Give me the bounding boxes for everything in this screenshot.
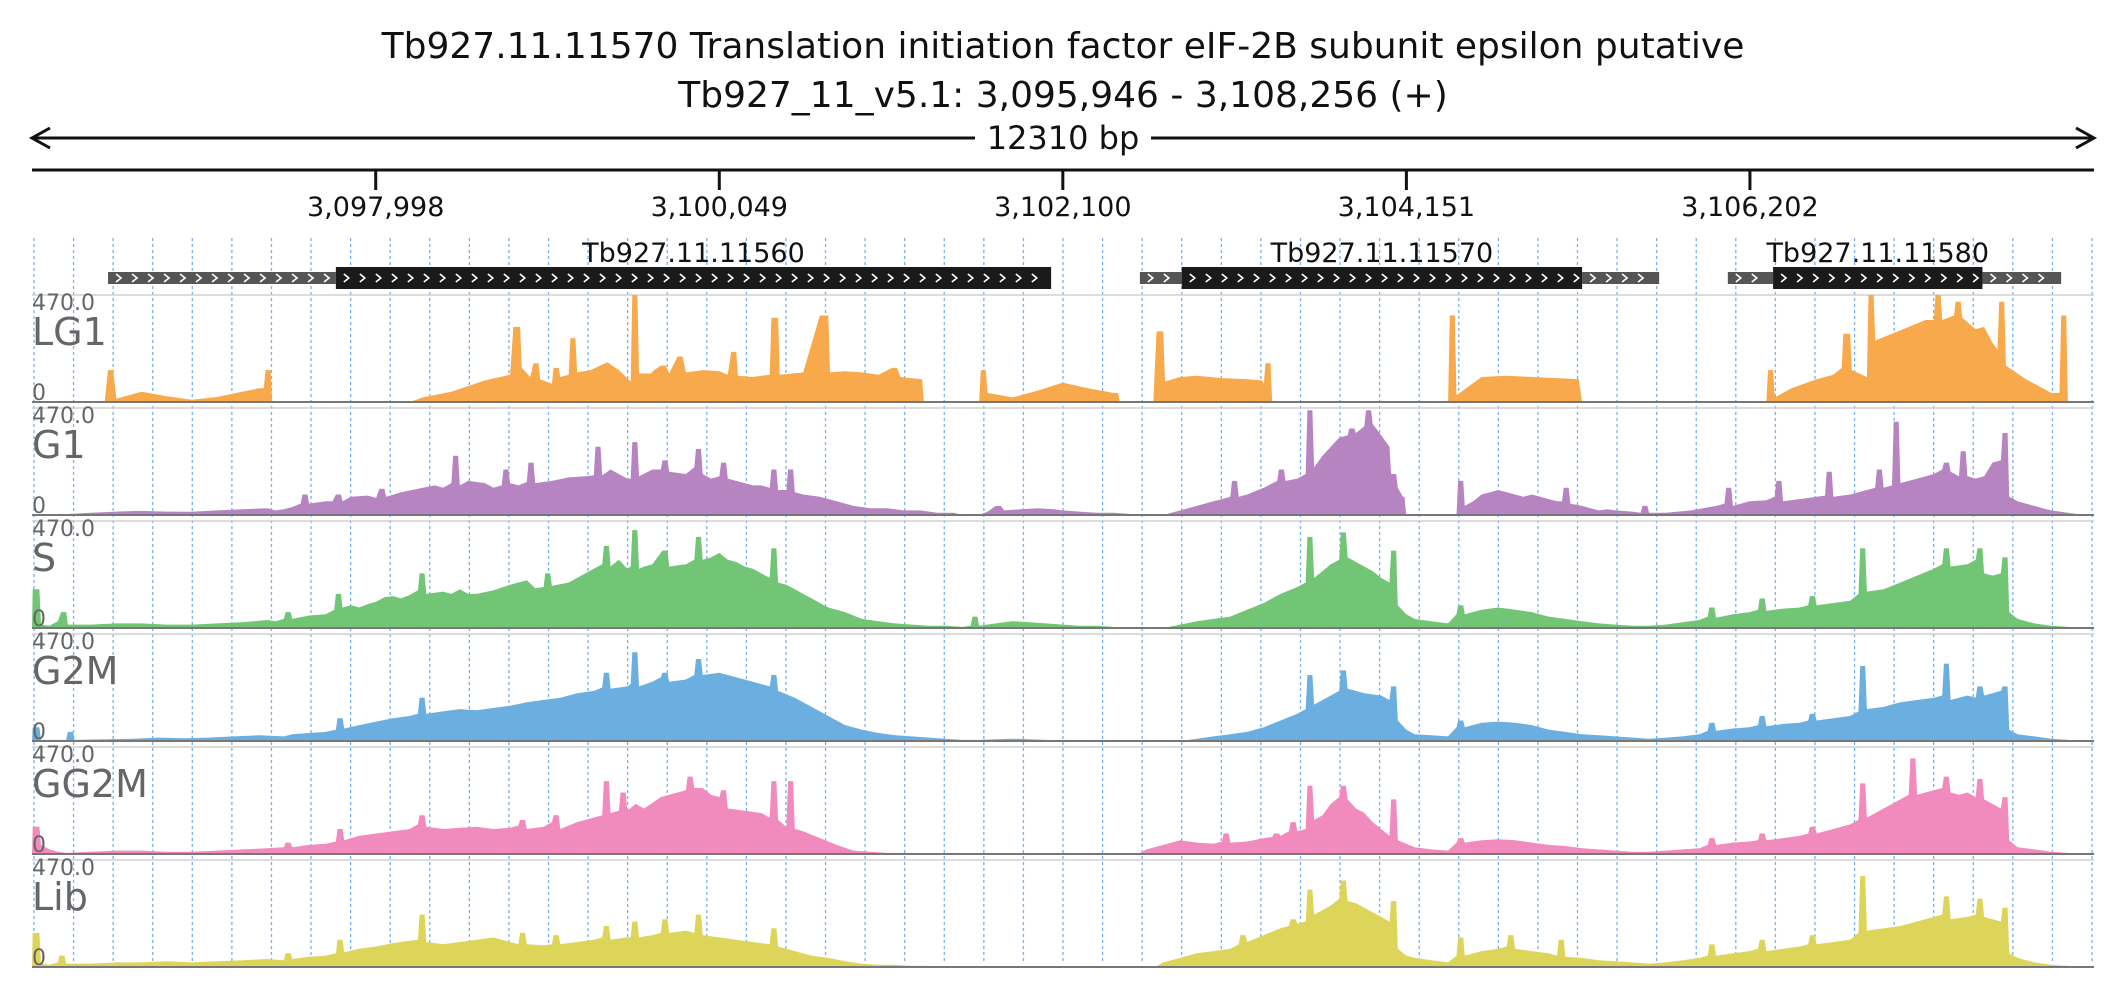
track-lg1: 470.0 0 LG1 bbox=[32, 291, 2094, 406]
gene-5utr bbox=[1139, 272, 1182, 284]
strand-chevron-icon bbox=[343, 273, 1039, 283]
gene-5utr bbox=[1727, 272, 1774, 284]
track-max-label: 470.0 bbox=[32, 856, 95, 881]
track-name-label: G1 bbox=[32, 423, 86, 467]
gene-3utr bbox=[1982, 272, 2062, 284]
track-lib: 470.0 0 Lib bbox=[32, 856, 2094, 971]
axis-tick-label: 3,102,100 bbox=[994, 192, 1131, 223]
gene-cds bbox=[1773, 267, 1983, 289]
track-max-label: 470.0 bbox=[32, 630, 95, 655]
strand-chevron-icon bbox=[115, 273, 331, 283]
strand-chevron-icon bbox=[1189, 273, 1581, 283]
track-g1: 470.0 0 G1 bbox=[32, 404, 2094, 519]
gene-label: Tb927.11.11580 bbox=[1765, 238, 1989, 269]
track-gg2m: 470.0 0 GG2M bbox=[32, 743, 2094, 858]
track-max-label: 470.0 bbox=[32, 743, 95, 768]
gene-cds bbox=[1181, 267, 1583, 289]
coverage-area bbox=[49, 410, 2085, 515]
vertical-gridlines bbox=[33, 238, 2093, 962]
strand-chevron-icon bbox=[1589, 273, 1645, 283]
track-min-label: 0 bbox=[32, 946, 46, 971]
track-s: 470.0 0 S bbox=[32, 517, 2094, 632]
track-min-label: 0 bbox=[32, 833, 46, 858]
span-right-arrow-icon bbox=[2075, 126, 2098, 150]
track-min-label: 0 bbox=[32, 720, 46, 745]
gene-cds bbox=[335, 267, 1052, 289]
gene-5utr bbox=[108, 272, 336, 284]
gene-label: Tb927.11.11560 bbox=[581, 238, 805, 269]
span-indicator: 12310 bp bbox=[28, 119, 2098, 157]
axis-tick-label: 3,106,202 bbox=[1681, 192, 1818, 223]
coverage-area bbox=[32, 530, 2085, 628]
coverage-area bbox=[104, 295, 2068, 402]
strand-chevron-icon bbox=[1147, 273, 1171, 283]
strand-chevron-icon bbox=[1735, 273, 1759, 283]
axis-tick-label: 3,100,049 bbox=[651, 192, 788, 223]
gene-annotation-track: Tb927.11.11560 Tb927.11.11570 Tb927.11.115… bbox=[108, 238, 2062, 289]
figure-title-line1: Tb927.11.11570 Translation initiation fa… bbox=[381, 26, 1745, 67]
track-name-label: LG1 bbox=[32, 310, 107, 354]
coverage-area bbox=[32, 758, 2085, 854]
track-max-label: 470.0 bbox=[32, 291, 95, 316]
gene-label: Tb927.11.11570 bbox=[1270, 238, 1494, 269]
track-g2m: 470.0 0 G2M bbox=[32, 630, 2094, 745]
track-name-label: Lib bbox=[32, 875, 88, 919]
coverage-tracks: 470.00LG1470.00G1470.00S470.00G2M470.00G… bbox=[32, 291, 2094, 971]
track-min-label: 0 bbox=[32, 494, 46, 519]
track-name-label: G2M bbox=[32, 649, 118, 693]
figure-title-line2: Tb927_11_v5.1: 3,095,946 - 3,108,256 (+) bbox=[677, 75, 1448, 116]
axis-tick-label: 3,097,998 bbox=[307, 192, 444, 223]
coverage-area bbox=[32, 652, 2085, 741]
track-min-label: 0 bbox=[32, 381, 46, 406]
track-min-label: 0 bbox=[32, 607, 46, 632]
gene-3utr bbox=[1582, 272, 1660, 284]
strand-chevron-icon bbox=[1989, 273, 2045, 283]
span-left-arrow-icon bbox=[28, 126, 51, 150]
track-max-label: 470.0 bbox=[32, 404, 95, 429]
track-name-label: GG2M bbox=[32, 762, 148, 806]
track-max-label: 470.0 bbox=[32, 517, 95, 542]
axis-tick-label: 3,104,151 bbox=[1338, 192, 1475, 223]
span-length-label: 12310 bp bbox=[987, 119, 1140, 157]
coverage-area bbox=[32, 875, 2085, 967]
strand-chevron-icon bbox=[1780, 273, 1980, 283]
track-name-label: S bbox=[32, 536, 56, 580]
coordinate-axis: 3,097,998 3,100,049 3,102,100 3,104,151 3,10… bbox=[32, 168, 2094, 223]
